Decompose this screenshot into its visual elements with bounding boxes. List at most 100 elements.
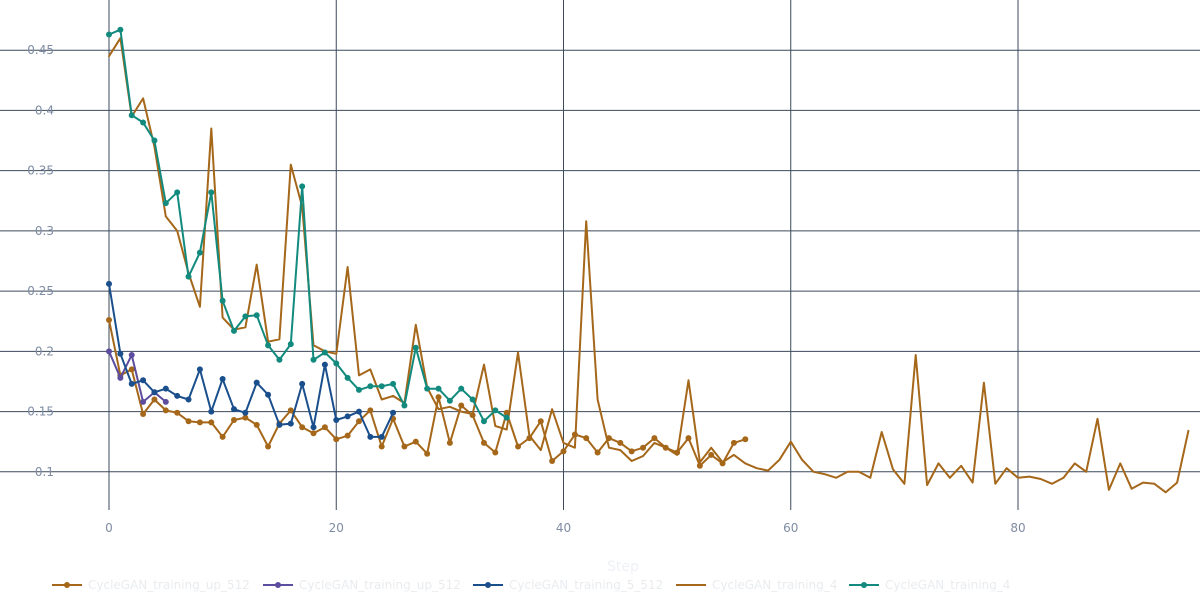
data-point [162,407,169,414]
legend-label: CycleGAN_training_4 [885,578,1010,592]
series-2 [106,348,169,405]
data-point [367,383,374,390]
data-point [242,409,249,416]
data-point [378,383,385,390]
data-point [196,366,203,373]
data-point [287,420,294,427]
data-point [321,424,328,431]
data-point [708,451,715,458]
data-point [549,457,556,464]
data-point [446,397,453,404]
y-tick-label: 0.2 [35,344,54,358]
data-point [140,377,147,384]
data-point [458,402,465,409]
data-point [151,396,158,403]
legend-swatch-marker [861,582,867,588]
data-point [685,435,692,442]
data-point [196,249,203,256]
data-point [617,439,624,446]
data-point [310,430,317,437]
data-point [219,297,226,304]
data-point [185,418,192,425]
y-tick-label: 0.45 [27,43,54,57]
data-point [117,350,124,357]
data-point [469,396,476,403]
data-point [321,349,328,356]
series-1 [106,317,749,469]
x-axis-title: Step [607,559,639,575]
data-point [162,200,169,207]
y-axis-tick-labels: 0.1 0.15 0.2 0.25 0.3 0.35 0.4 0.45 [27,43,54,479]
data-point [265,342,272,349]
data-point [208,408,215,415]
data-point [299,183,306,190]
series-line [108,37,1190,494]
legend-item-5: CycleGAN_training_4 [849,578,1010,592]
x-tick-label: 60 [783,521,798,535]
data-point [492,407,499,414]
series-lines [106,26,1190,494]
series-4 [108,37,1190,494]
data-point [355,408,362,415]
data-point [480,439,487,446]
y-tick-label: 0.4 [35,103,54,117]
data-point [367,433,374,440]
data-point [640,444,647,451]
data-point [117,26,124,33]
data-point [628,448,635,455]
series-line [108,319,747,467]
data-point [299,380,306,387]
data-point [412,438,419,445]
data-point [106,31,112,38]
data-point [151,389,158,396]
data-point [162,398,169,405]
data-point [151,137,158,144]
data-point [458,385,465,392]
legend-item-1: CycleGAN_training_up_512 [52,578,250,592]
legend-label: CycleGAN_training_up_512 [88,578,250,592]
data-point [242,414,249,421]
data-point [265,443,272,450]
data-point [174,189,181,196]
data-point [583,435,590,442]
data-point [106,317,112,324]
data-point [185,273,192,280]
legend-swatch-marker [485,582,491,588]
data-point [401,443,408,450]
series-5 [106,26,510,425]
legend-swatch-marker [275,582,281,588]
x-tick-label: 40 [556,521,571,535]
legend-item-2: CycleGAN_training_up_512 [263,578,461,592]
data-point [287,341,294,348]
data-point [446,439,453,446]
data-point [219,376,226,383]
data-point [230,327,237,334]
data-point [117,374,124,381]
data-point [230,417,237,424]
data-point [185,396,192,403]
data-point [515,443,522,450]
data-point [492,449,499,456]
data-point [537,418,544,425]
data-point [651,435,658,442]
data-point [128,351,135,358]
data-point [401,402,408,409]
series-line [108,28,508,423]
data-point [378,433,385,440]
data-point [299,424,306,431]
data-point [106,348,112,355]
data-point [265,391,272,398]
data-point [333,417,340,424]
data-point [503,414,510,421]
legend-label: CycleGAN_training_5_512 [509,578,663,592]
y-tick-label: 0.35 [27,164,54,178]
data-point [424,385,431,392]
y-tick-label: 0.25 [27,284,54,298]
legend-label: CycleGAN_training_up_512 [299,578,461,592]
data-point [253,421,260,428]
y-tick-label: 0.1 [35,465,54,479]
legend-item-3: CycleGAN_training_5_512 [473,578,663,592]
data-point [594,449,601,456]
